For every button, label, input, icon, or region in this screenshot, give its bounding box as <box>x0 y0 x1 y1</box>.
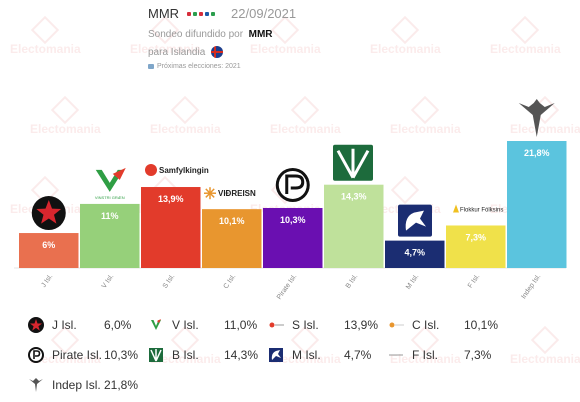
legend-party-value: 10,1% <box>464 318 499 332</box>
ballot-box-icon <box>148 64 154 69</box>
legend-party-name: J Isl. <box>52 318 77 332</box>
red-star-icon <box>28 317 44 333</box>
data-label-pirate-isl: 10,3% <box>280 215 306 225</box>
region-line: para Islandia <box>148 46 448 58</box>
data-label-s-isl: 13,9% <box>158 194 184 204</box>
legend-item: M Isl. 4,7% <box>268 346 371 364</box>
eagle-icon <box>28 377 44 393</box>
centre-horse-logo-icon <box>398 204 432 237</box>
source-line: Sondeo difundido por MMR <box>148 29 448 40</box>
source-name: MMR <box>248 29 273 40</box>
chart-header: MMR 22/09/2021 Sondeo difundido por MMR … <box>148 6 448 70</box>
bar-chart: 6% J Isl. 11% V Isl. 13,9% S Isl. 10,1% C Isl. 1… <box>14 99 567 300</box>
peoples-party-logo-icon <box>388 347 404 363</box>
legend-item: V Isl. 11,0% <box>148 316 257 334</box>
bar-j-isl <box>19 233 79 268</box>
legend-item: Pirate Isl. 10,3% <box>28 346 138 364</box>
legend-party-value: 14,3% <box>224 348 259 362</box>
bar-f-isl <box>446 225 506 268</box>
watermark-label: Electomania <box>510 352 580 366</box>
left-green-logo-icon <box>148 317 164 333</box>
legend-item: Indep Isl. 21,8% <box>28 376 138 394</box>
legend-party-value: 13,9% <box>344 318 379 332</box>
legend-item: F Isl. 7,3% <box>388 346 491 364</box>
progressive-logo-icon <box>148 347 164 363</box>
legend-party-value: 21,8% <box>104 378 139 392</box>
data-label-f-isl: 7,3% <box>465 232 486 242</box>
pollster-name: MMR <box>148 6 180 21</box>
bar-s-isl <box>141 187 201 268</box>
data-label-j-isl: 6% <box>42 240 55 250</box>
data-label-c-isl: 10,1% <box>219 216 245 226</box>
legend-party-name: Pirate Isl. <box>52 348 103 362</box>
eagle-logo-icon <box>518 99 555 137</box>
bar-m-isl <box>385 240 445 268</box>
mmr-logo-icon <box>187 11 216 16</box>
electomania-logo-icon <box>531 325 560 355</box>
legend-party-value: 6,0% <box>104 318 132 332</box>
legend-party-name: Indep Isl. <box>52 378 101 392</box>
red-star-logo-icon <box>31 196 66 231</box>
pirate-flag-icon <box>28 347 44 363</box>
data-label-indep-isl: 21,8% <box>524 148 550 158</box>
logo-text-s: Samfylkingin <box>159 166 209 175</box>
legend-party-name: C Isl. <box>412 318 440 332</box>
legend-item: C Isl. 10,1% <box>388 316 498 334</box>
peoples-party-logo-icon: Flokkur Fólksins <box>453 204 503 213</box>
progressive-logo-icon <box>333 144 373 181</box>
region-label: para Islandia <box>148 46 206 58</box>
data-label-m-isl: 4,7% <box>404 248 425 258</box>
poll-date: 22/09/2021 <box>231 6 297 21</box>
legend-party-value: 11,0% <box>224 318 258 332</box>
tick-label-j-isl: J Isl. <box>40 273 54 289</box>
bar-pirate-isl <box>263 207 323 268</box>
legend-item: S Isl. 13,9% <box>268 316 378 334</box>
legend-item: J Isl. 6,0% <box>28 316 131 334</box>
tick-label-c-isl: C Isl. <box>223 273 238 290</box>
watermark-text: Electomania <box>510 325 580 366</box>
tick-label-m-isl: M Isl. <box>405 273 420 291</box>
legend-party-name: M Isl. <box>292 348 321 362</box>
logo-text-c: VIÐREISN <box>218 189 256 198</box>
centre-horse-icon <box>268 347 284 363</box>
legend-party-value: 10,3% <box>104 348 139 362</box>
social-democratic-logo-icon <box>268 317 284 333</box>
legend-party-value: 7,3% <box>464 348 492 362</box>
bar-indep-isl <box>507 141 567 268</box>
tick-label-pirate-isl: Pirate Isl. <box>276 273 299 300</box>
tick-label-s-isl: S Isl. <box>162 273 177 290</box>
next-elections: Próximas elecciones: 2021 <box>157 63 241 70</box>
source-prefix: Sondeo difundido por <box>148 29 244 40</box>
reform-logo-icon: VIÐREISN <box>203 187 256 200</box>
bar-v-isl <box>80 203 140 268</box>
tick-label-b-isl: B Isl. <box>345 273 360 290</box>
iceland-flag-icon <box>211 46 224 58</box>
next-elections-line: Próximas elecciones: 2021 <box>148 63 448 70</box>
reform-logo-icon <box>388 317 404 333</box>
data-label-b-isl: 14,3% <box>341 192 367 202</box>
left-green-logo-icon: VINSTRI GRÆN <box>95 167 126 200</box>
legend-party-name: B Isl. <box>172 348 199 362</box>
logo-text-f: Flokkur Fólksins <box>460 207 503 213</box>
legend-party-name: F Isl. <box>412 348 438 362</box>
tick-label-indep-isl: Indep Isl. <box>520 273 542 300</box>
logo-text-v: VINSTRI GRÆN <box>95 195 125 200</box>
tick-label-v-isl: V Isl. <box>101 273 116 290</box>
tick-label-f-isl: F Isl. <box>467 273 481 289</box>
data-label-v-isl: 11% <box>101 211 119 221</box>
legend-item: B Isl. 14,3% <box>148 346 258 364</box>
legend-party-name: V Isl. <box>172 318 199 332</box>
legend-party-value: 4,7% <box>344 348 372 362</box>
legend-party-name: S Isl. <box>292 318 319 332</box>
bar-c-isl <box>202 209 262 268</box>
pirate-flag-logo-icon <box>275 167 310 202</box>
bar-b-isl <box>324 184 384 268</box>
social-democratic-logo-icon: Samfylkingin <box>145 164 209 177</box>
